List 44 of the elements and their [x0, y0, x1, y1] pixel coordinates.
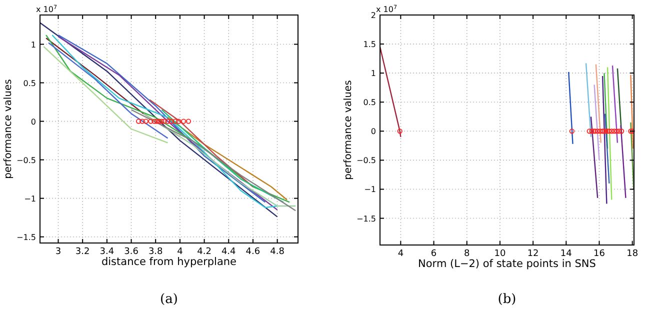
line-series [161, 109, 284, 203]
line-series [39, 22, 278, 218]
y-tick-label: 1 [30, 40, 36, 50]
text: x 10$^{7}$ [36, 4, 58, 14]
x-tick-label: 12 [527, 249, 539, 259]
line-series [148, 99, 254, 188]
y-tick-label: −1 [24, 194, 36, 204]
y-tick-label: −0.5 [356, 156, 376, 166]
x-tick-label: 3.6 [124, 247, 139, 257]
y-tick-label: −1.5 [356, 214, 376, 224]
x-tick-label: 10 [494, 249, 506, 259]
x-tick-label: 4.8 [270, 247, 285, 257]
x-tick-label: 6 [430, 249, 437, 259]
x-tick-label: 16 [594, 249, 606, 259]
x-tick-label: 4.4 [221, 247, 236, 257]
x-tick-label: 4.6 [246, 247, 260, 257]
x-tick-label: 3.8 [148, 247, 164, 257]
x-axis-title: distance from hyperplane [101, 256, 237, 268]
x-tick-label: 3.2 [75, 247, 90, 257]
y-tick-label: 0.5 [23, 78, 36, 88]
x-tick-label: 14 [560, 249, 572, 259]
y-tick-label: 1 [370, 69, 376, 78]
x-tick-label: 3.4 [100, 247, 114, 257]
x-axis-title: Norm (L−2) of state points in SNS [418, 258, 596, 270]
text: (b) [498, 292, 516, 307]
y-tick-label: 0 [370, 127, 376, 136]
y-axis-title: performance values [3, 79, 14, 179]
y-tick-label: 0.5 [363, 98, 376, 108]
y-tick-label: −0.5 [16, 156, 36, 165]
x-tick-label: 4.2 [197, 247, 212, 257]
y-tick-label: 0 [30, 117, 36, 126]
x-tick-label: 4 [398, 249, 404, 259]
y-tick-label: −1 [364, 185, 376, 194]
text: (a) [160, 292, 178, 307]
y-tick-label: 1.5 [363, 40, 376, 50]
x-tick-label: 3 [55, 247, 62, 257]
y-tick-label: −1.5 [16, 232, 36, 242]
line-series [167, 116, 288, 200]
y-tick-label: 2 [370, 11, 376, 20]
text: x 10$^{7}$ [376, 4, 398, 14]
x-tick-label: 8 [464, 249, 470, 259]
x-tick-label: 4 [177, 247, 184, 257]
x-tick-label: 18 [626, 249, 638, 259]
y-axis-title: performance values [343, 80, 354, 180]
